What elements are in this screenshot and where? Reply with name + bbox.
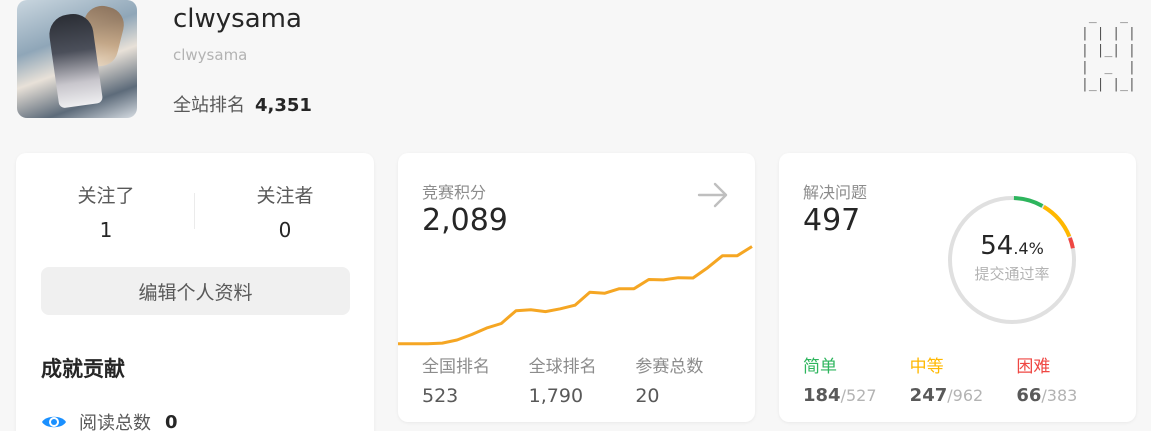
profile-card: 关注了 1 关注者 0 编辑个人资料 成就贡献 阅读总数 0 xyxy=(16,153,374,431)
national-rank-stat: 全国排名 523 xyxy=(422,352,529,407)
contest-rating-chart xyxy=(398,245,753,346)
easy-label: 简单 xyxy=(803,357,837,377)
contests-attended-stat: 参赛总数 20 xyxy=(635,352,742,407)
difficulty-breakdown: 简单 184/527 中等 247/962 困难 66/383 xyxy=(803,352,1123,406)
ring-track xyxy=(948,196,1076,324)
acceptance-rate-int: 54 xyxy=(980,231,1014,261)
easy-solved: 184 xyxy=(803,385,841,406)
site-rank-value: 4,351 xyxy=(255,95,312,116)
username: clwysama xyxy=(173,4,302,34)
acceptance-rate-dec: .4% xyxy=(1013,239,1044,258)
rating-line xyxy=(398,245,753,346)
acceptance-rate: 54.4% 提交通过率 xyxy=(943,231,1081,284)
divider xyxy=(194,193,195,229)
solved-card[interactable]: 解决问题 497 54.4% 提交通过率 简单 184/527 中等 247/9… xyxy=(779,153,1136,422)
reads-label: 阅读总数 xyxy=(79,413,151,431)
medium-total: /962 xyxy=(947,386,984,405)
site-rank-label: 全站排名 xyxy=(173,95,245,116)
global-rank-value: 1,790 xyxy=(528,385,584,407)
global-rank-label: 全球排名 xyxy=(528,357,597,377)
followers-stat[interactable]: 关注者 0 xyxy=(220,181,350,242)
followers-label: 关注者 xyxy=(256,185,314,207)
solved-label: 解决问题 xyxy=(803,183,868,202)
arrow-right-icon[interactable] xyxy=(697,179,729,211)
medium-solved: 247 xyxy=(909,385,948,406)
avatar[interactable] xyxy=(17,0,137,118)
following-label: 关注了 xyxy=(77,185,135,207)
solved-count: 497 xyxy=(803,203,861,238)
national-rank-value: 523 xyxy=(422,385,459,407)
acceptance-rate-label: 提交通过率 xyxy=(974,265,1050,283)
following-count: 1 xyxy=(99,218,113,242)
contest-card[interactable]: 竞赛积分 2,089 全国排名 523 全球排名 1,790 参赛总数 20 xyxy=(398,153,755,422)
contest-stats: 全国排名 523 全球排名 1,790 参赛总数 20 xyxy=(422,352,742,407)
acceptance-ring xyxy=(948,196,1076,324)
national-rank-label: 全国排名 xyxy=(422,357,490,377)
ascii-decoration: _ _ | | | | | |_| | | _ | |_| |_| xyxy=(1081,9,1136,92)
contest-rating-label: 竞赛积分 xyxy=(422,183,487,202)
hard-label: 困难 xyxy=(1016,357,1051,377)
difficulty-medium[interactable]: 中等 247/962 xyxy=(910,352,1017,406)
followers-count: 0 xyxy=(278,218,292,242)
contest-rating-value: 2,089 xyxy=(422,203,508,238)
user-handle: clwysama xyxy=(173,46,248,64)
medium-label: 中等 xyxy=(909,357,944,377)
contests-attended-label: 参赛总数 xyxy=(635,357,704,377)
easy-total: /527 xyxy=(840,386,877,405)
reads-count: 0 xyxy=(165,411,178,431)
global-rank-stat: 全球排名 1,790 xyxy=(529,352,636,407)
hard-total: /383 xyxy=(1041,386,1078,405)
hard-solved: 66 xyxy=(1016,385,1042,406)
difficulty-hard[interactable]: 困难 66/383 xyxy=(1016,352,1123,406)
achievements-title: 成就贡献 xyxy=(41,357,125,381)
contests-attended-value: 20 xyxy=(635,385,660,407)
eye-icon xyxy=(42,416,66,428)
reads-row: 阅读总数 0 xyxy=(41,409,178,431)
difficulty-easy[interactable]: 简单 184/527 xyxy=(803,352,910,406)
following-stat[interactable]: 关注了 1 xyxy=(41,181,171,242)
site-rank: 全站排名 4,351 xyxy=(173,91,312,117)
edit-profile-button[interactable]: 编辑个人资料 xyxy=(41,267,350,315)
